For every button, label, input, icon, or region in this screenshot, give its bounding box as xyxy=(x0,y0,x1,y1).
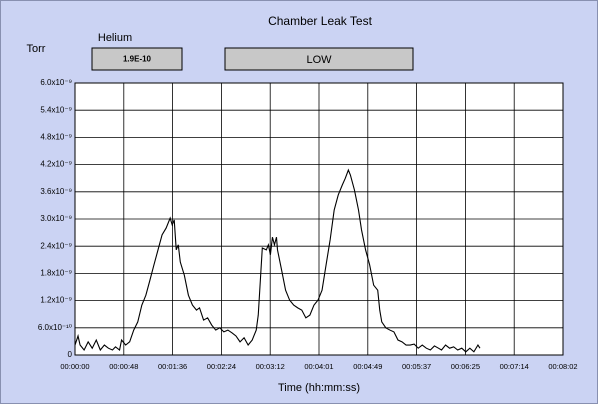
data-line xyxy=(74,168,481,353)
y-tick-label: 4.2x10⁻⁹ xyxy=(40,160,72,169)
status-box xyxy=(224,47,414,71)
x-tick-label: 00:07:14 xyxy=(500,362,529,371)
x-tick-label: 00:05:37 xyxy=(402,362,431,371)
x-tick-label: 00:02:24 xyxy=(207,362,236,371)
chart-title: Chamber Leak Test xyxy=(268,14,373,28)
indicator-label: Helium xyxy=(98,32,132,44)
plot-border xyxy=(74,82,564,356)
x-tick-label: 00:03:12 xyxy=(256,362,285,371)
y-tick-label: 1.8x10⁻⁹ xyxy=(40,269,72,278)
indicator-value: 1.9E-10 xyxy=(123,55,152,64)
x-tick-label: 00:04:49 xyxy=(353,362,382,371)
x-tick-label: 00:06:25 xyxy=(451,362,480,371)
x-tick-label: 00:00:00 xyxy=(60,362,89,371)
y-tick-label: 2.4x10⁻⁹ xyxy=(40,241,72,250)
x-tick-label: 00:04:01 xyxy=(304,362,333,371)
y-tick-label: 3.0x10⁻⁹ xyxy=(40,214,72,223)
y-axis-label: Torr xyxy=(27,43,46,55)
y-tick-label: 1.2x10⁻⁹ xyxy=(40,296,72,305)
x-axis-label: Time (hh:mm:ss) xyxy=(278,382,360,394)
x-tick-label: 00:00:48 xyxy=(109,362,138,371)
y-tick-label: 5.4x10⁻⁹ xyxy=(40,105,72,114)
y-tick-label: 3.6x10⁻⁹ xyxy=(40,187,72,196)
x-tick-label: 00:01:36 xyxy=(158,362,187,371)
status-text: LOW xyxy=(306,54,332,66)
indicator-box xyxy=(91,47,183,71)
y-tick-label: 6.0x10⁻¹⁰ xyxy=(38,323,72,332)
x-tick-label: 00:08:02 xyxy=(548,362,577,371)
y-tick-label: 6.0x10⁻⁹ xyxy=(40,78,72,87)
y-tick-label: 4.8x10⁻⁹ xyxy=(40,133,72,142)
y-tick-label: 0 xyxy=(68,350,73,359)
